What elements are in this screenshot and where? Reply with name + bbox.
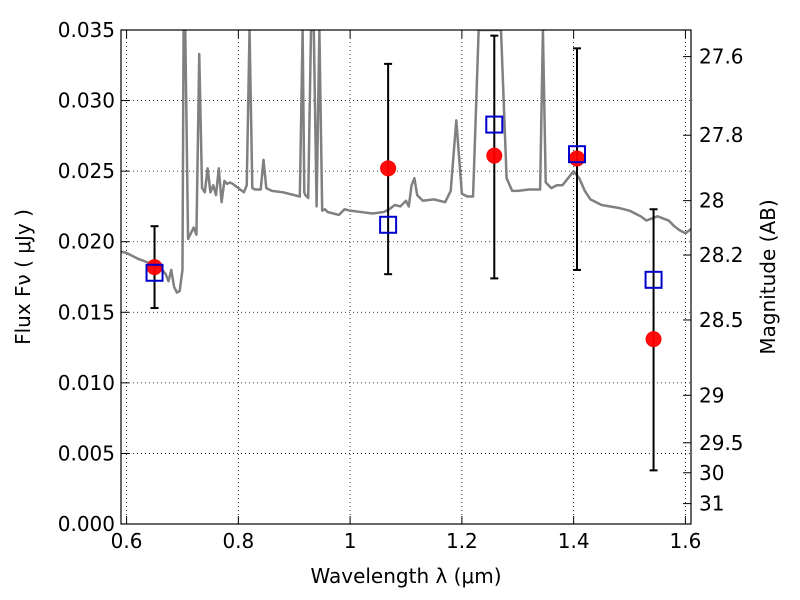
model-point: [568, 145, 586, 164]
right-tick-label: 27.6: [699, 45, 744, 69]
y-tick-label: 0.035: [58, 18, 115, 42]
y-tick-label: 0.025: [58, 159, 115, 183]
spectrum-line: [121, 30, 691, 294]
model-point: [145, 263, 164, 282]
observed-point: [380, 160, 397, 177]
right-tick-label: 30: [699, 461, 724, 485]
right-tick-label: 28: [699, 189, 724, 213]
plot-area: [121, 30, 691, 524]
observed-point: [146, 259, 163, 276]
x-tick-label: 0.8: [222, 529, 254, 553]
x-tick-label: 1.6: [670, 529, 702, 553]
x-tick-label: 1.2: [446, 529, 478, 553]
right-tick-label: 29.5: [699, 431, 744, 455]
y-tick-label: 0.005: [58, 441, 115, 465]
y-tick-label: 0.000: [58, 512, 115, 536]
x-axis-title: Wavelength λ (μm): [310, 564, 501, 588]
observed-point: [645, 331, 662, 348]
y-tick-label: 0.030: [58, 89, 115, 113]
y-tick-label: 0.020: [58, 230, 115, 254]
model-point: [379, 215, 398, 234]
model-photometry-points: [145, 115, 663, 289]
right-axis-title: Magnitude (AB): [756, 199, 780, 354]
y-tick-label: 0.015: [58, 300, 115, 324]
model-spectrum: [121, 30, 691, 294]
x-axis-ticks: 0.6 0.8 1 1.2 1.4 1.6: [111, 30, 702, 553]
right-tick-label: 27.8: [699, 123, 744, 147]
plot-frame: [120, 29, 692, 525]
right-tick-label: 28.2: [699, 243, 744, 267]
right-tick-label: 31: [699, 492, 724, 516]
right-tick-label: 29: [699, 383, 724, 407]
observed-point: [569, 150, 585, 167]
y-axis-ticks: 0.000 0.005 0.010 0.015 0.020 0.025 0.030 0.035: [58, 18, 129, 536]
observed-point: [486, 147, 503, 164]
model-point: [644, 270, 663, 289]
x-tick-label: 1: [344, 529, 357, 553]
x-tick-label: 1.4: [558, 529, 590, 553]
x-tick-label: 0.6: [111, 529, 143, 553]
right-axis-ticks: 27.6 27.8 28 28.2 28.5 29 29.5 30 31: [683, 45, 744, 516]
right-tick-label: 28.5: [699, 308, 744, 332]
y-tick-label: 0.010: [58, 371, 115, 395]
model-point: [485, 115, 504, 134]
y-axis-title: Flux Fν ( μJy ): [11, 209, 35, 345]
